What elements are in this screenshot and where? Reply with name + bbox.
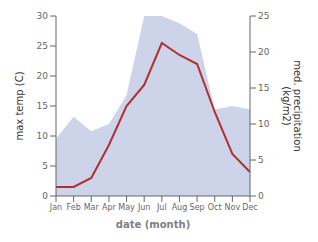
svg-text:Feb: Feb [67,203,81,212]
svg-text:10: 10 [37,131,49,141]
svg-text:20: 20 [37,71,49,81]
svg-text:med. precipitation(kg/m2): med. precipitation(kg/m2) [281,60,304,152]
svg-text:Dec: Dec [242,203,257,212]
svg-text:30: 30 [37,11,49,21]
svg-text:Jul: Jul [156,203,167,212]
svg-text:May: May [118,203,135,212]
svg-text:5: 5 [42,161,48,171]
svg-text:Jan: Jan [49,203,62,212]
svg-text:Nov: Nov [225,203,241,212]
svg-text:0: 0 [42,191,48,201]
svg-text:0: 0 [258,191,264,201]
svg-text:Mar: Mar [84,203,100,212]
svg-text:15: 15 [258,83,269,93]
svg-text:Sep: Sep [190,203,205,212]
svg-text:20: 20 [258,47,270,57]
svg-text:5: 5 [258,155,264,165]
svg-text:10: 10 [258,119,270,129]
svg-text:15: 15 [37,101,48,111]
svg-text:25: 25 [258,11,269,21]
svg-text:Oct: Oct [208,203,222,212]
svg-text:25: 25 [37,41,48,51]
svg-text:max temp (C): max temp (C) [14,71,25,140]
svg-text:Jun: Jun [137,203,151,212]
svg-text:Apr: Apr [102,203,117,212]
svg-text:date (month): date (month) [116,219,190,230]
svg-text:Aug: Aug [172,203,188,212]
